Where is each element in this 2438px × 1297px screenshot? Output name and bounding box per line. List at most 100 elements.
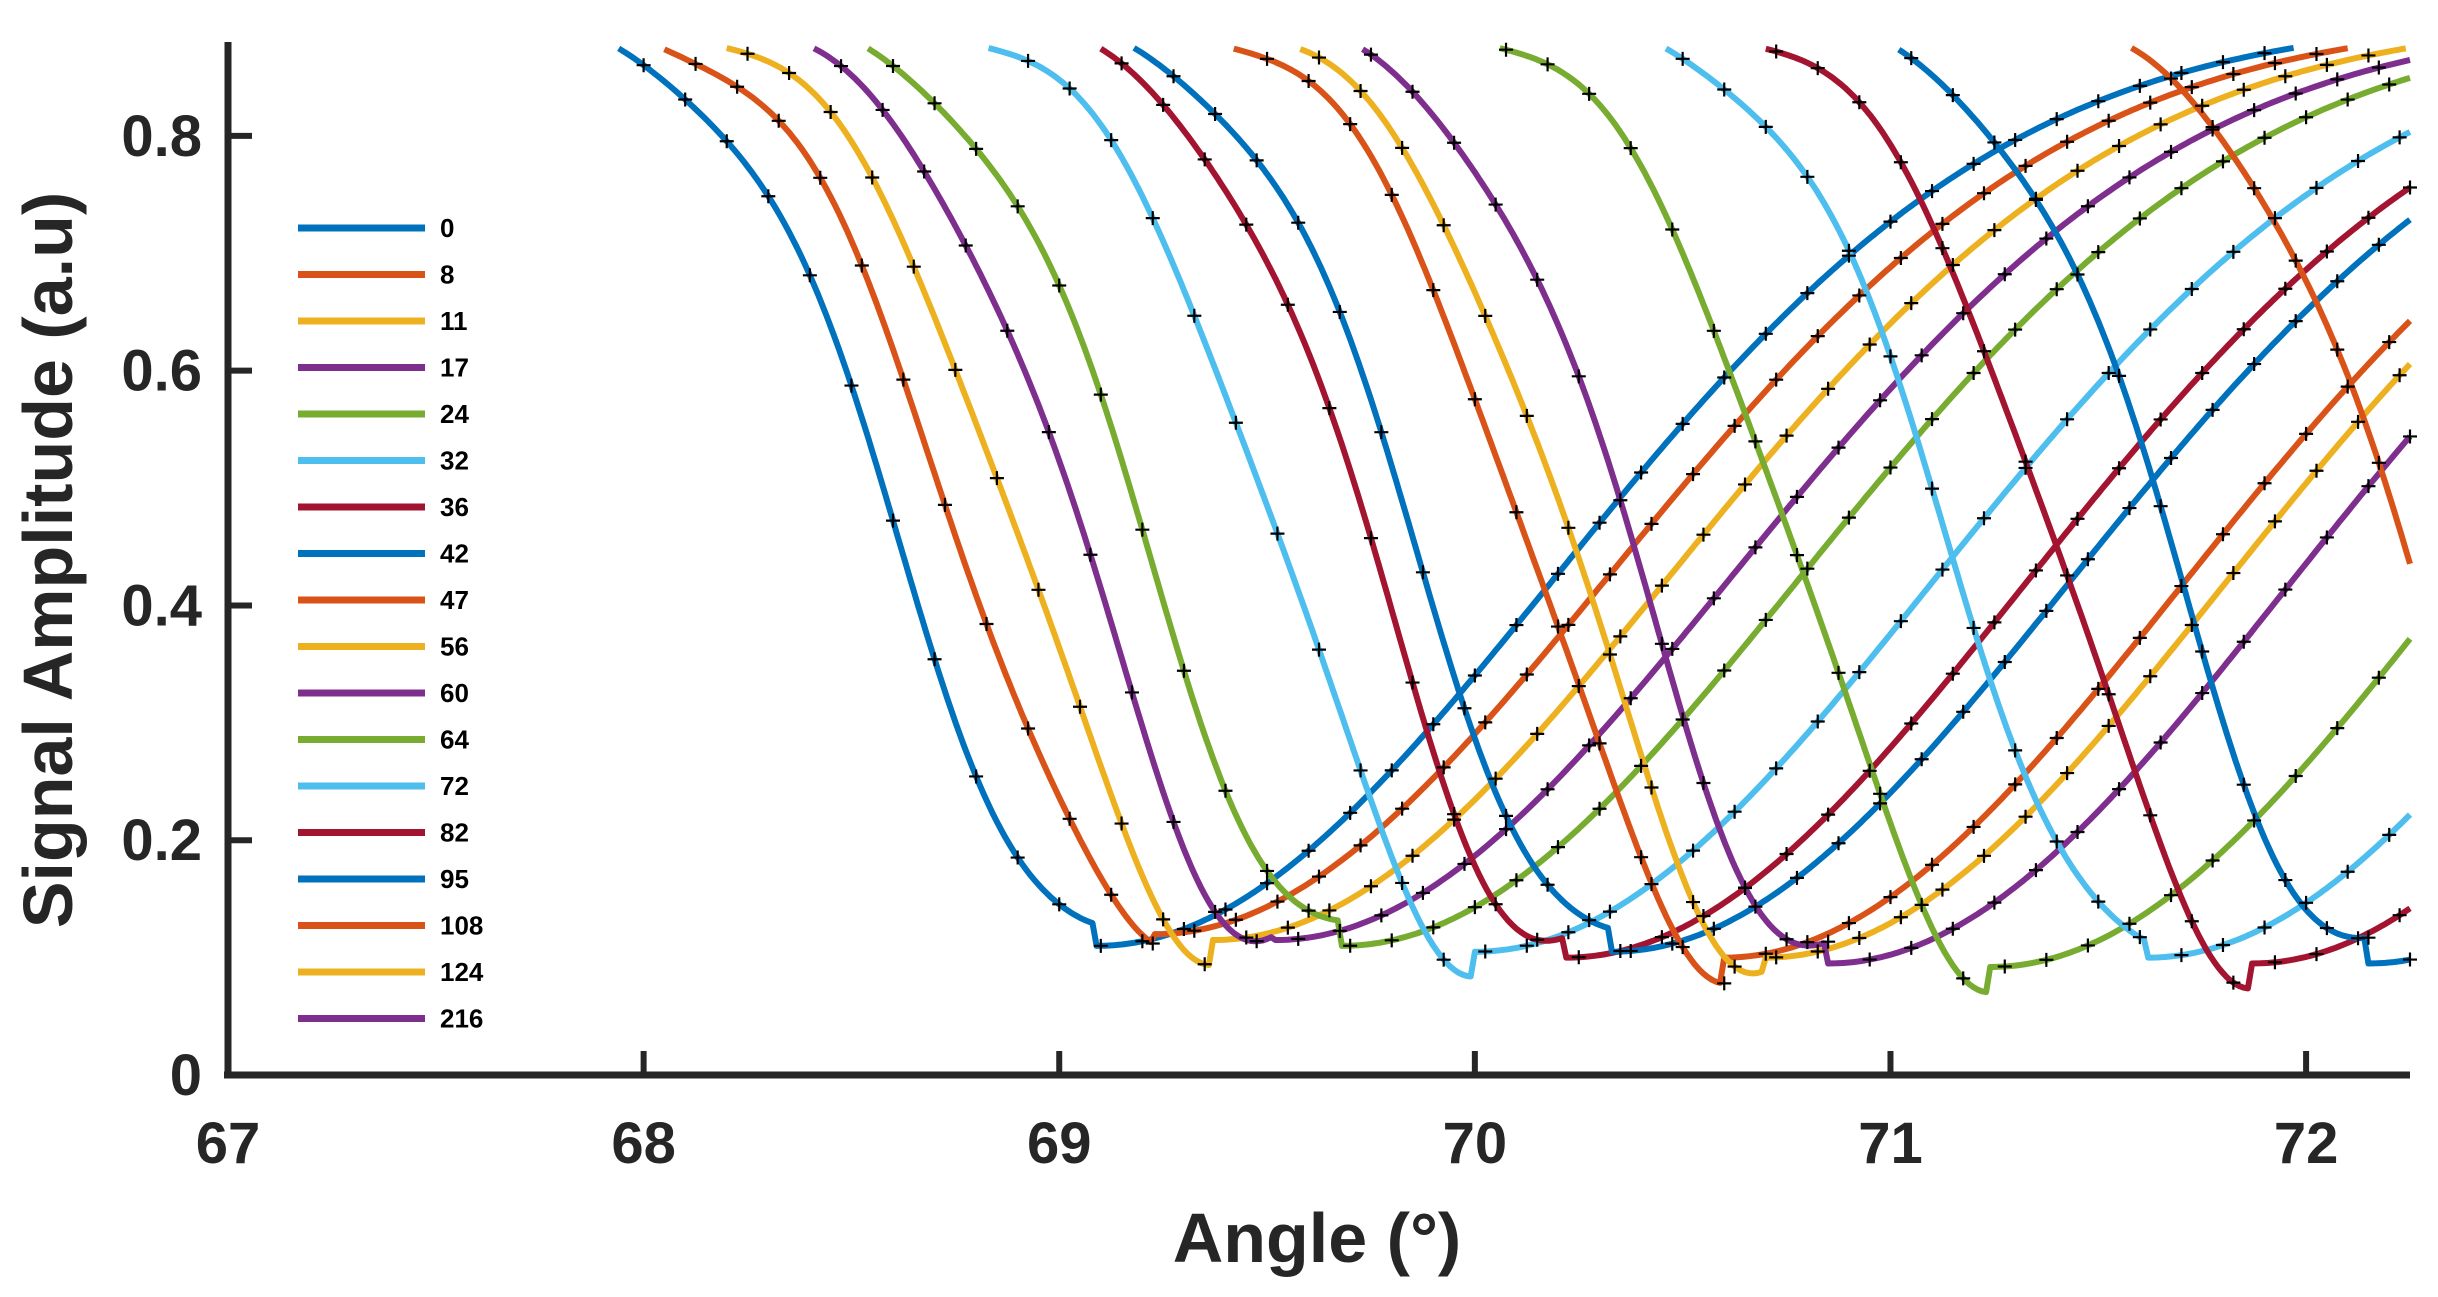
marker-11 xyxy=(1571,679,1586,694)
marker-60 xyxy=(1654,636,1669,651)
legend-label-8: 8 xyxy=(440,260,454,290)
marker-8 xyxy=(2267,56,2282,71)
marker-108 xyxy=(2164,71,2179,86)
marker-64 xyxy=(1873,786,1888,801)
marker-36 xyxy=(1322,401,1337,416)
marker-17 xyxy=(2122,170,2137,185)
marker-0 xyxy=(1675,416,1690,431)
marker-8 xyxy=(2018,158,2033,173)
marker-11 xyxy=(1488,771,1503,786)
marker-42 xyxy=(1457,701,1472,716)
marker-24 xyxy=(2132,211,2147,226)
legend-label-124: 124 xyxy=(440,957,484,987)
marker-72 xyxy=(2382,827,2397,842)
series-markers-64 xyxy=(1499,42,2386,986)
marker-60 xyxy=(2070,824,2085,839)
marker-32 xyxy=(1561,925,1576,940)
marker-8 xyxy=(1395,801,1410,816)
marker-11 xyxy=(823,105,838,120)
marker-82 xyxy=(2392,908,2407,923)
marker-24 xyxy=(2257,130,2272,145)
marker-36 xyxy=(1987,615,2002,630)
marker-82 xyxy=(2101,687,2116,702)
marker-11 xyxy=(1073,699,1088,714)
marker-56 xyxy=(2226,566,2241,581)
marker-32 xyxy=(1312,642,1326,657)
marker-0 xyxy=(678,92,693,107)
marker-17 xyxy=(2039,231,2054,246)
marker-11 xyxy=(2195,98,2210,113)
marker-11 xyxy=(1613,629,1628,644)
marker-42 xyxy=(2164,451,2179,466)
legend-label-60: 60 xyxy=(440,678,469,708)
series-line-47 xyxy=(1232,45,2413,986)
marker-36 xyxy=(2028,563,2043,578)
marker-32 xyxy=(2143,322,2158,337)
marker-56 xyxy=(2101,718,2116,733)
marker-47 xyxy=(1260,51,1275,66)
marker-11 xyxy=(2278,69,2293,84)
marker-0 xyxy=(927,652,942,667)
marker-82 xyxy=(1893,155,1908,170)
marker-82 xyxy=(1810,61,1825,76)
marker-60 xyxy=(2028,863,2043,878)
marker-64 xyxy=(1499,42,1514,57)
marker-47 xyxy=(1966,819,1981,834)
marker-64 xyxy=(2080,938,2095,953)
marker-42 xyxy=(1540,877,1555,892)
marker-17 xyxy=(1291,931,1306,946)
marker-32 xyxy=(1187,308,1202,323)
marker-11 xyxy=(1322,903,1337,918)
marker-64 xyxy=(1956,971,1971,986)
marker-0 xyxy=(1093,938,1108,953)
x-tick-label-72: 72 xyxy=(2274,1111,2339,1176)
marker-36 xyxy=(1530,932,1545,947)
marker-56 xyxy=(2184,617,2199,632)
marker-56 xyxy=(1519,408,1534,423)
marker-24 xyxy=(2299,110,2314,125)
marker-64 xyxy=(1623,141,1638,156)
series-markers-60 xyxy=(1363,47,2417,967)
marker-42 xyxy=(1831,836,1846,851)
marker-82 xyxy=(2143,808,2158,823)
marker-32 xyxy=(1810,714,1825,729)
series-line-42 xyxy=(1132,45,2412,955)
marker-0 xyxy=(2091,94,2106,109)
marker-8 xyxy=(1478,715,1493,730)
marker-36 xyxy=(2112,461,2127,476)
marker-11 xyxy=(2112,138,2127,153)
marker-56 xyxy=(1312,50,1326,65)
marker-82 xyxy=(1976,344,1991,359)
marker-24 xyxy=(2382,77,2397,92)
marker-42 xyxy=(2288,314,2303,329)
marker-95 xyxy=(2153,499,2168,514)
marker-47 xyxy=(2382,335,2397,350)
marker-0 xyxy=(1301,843,1316,858)
marker-32 xyxy=(1021,53,1036,68)
series-line-108 xyxy=(2129,45,2413,565)
marker-0 xyxy=(1052,897,1067,912)
marker-32 xyxy=(2267,211,2282,226)
marker-11 xyxy=(1405,848,1420,863)
series-markers-95 xyxy=(1904,51,2417,967)
marker-36 xyxy=(1821,807,1836,822)
marker-82 xyxy=(2309,947,2324,962)
marker-36 xyxy=(1654,930,1669,945)
marker-72 xyxy=(1841,243,1856,258)
marker-11 xyxy=(782,66,797,81)
marker-36 xyxy=(1239,217,1254,232)
marker-8 xyxy=(1686,467,1701,482)
marker-24 xyxy=(1260,863,1275,878)
marker-47 xyxy=(1301,73,1316,88)
marker-36 xyxy=(2319,244,2334,259)
marker-108 xyxy=(2371,455,2386,470)
marker-64 xyxy=(2288,769,2303,784)
marker-24 xyxy=(1883,460,1898,475)
marker-24 xyxy=(1467,900,1482,915)
marker-17 xyxy=(2247,103,2262,118)
marker-11 xyxy=(1156,912,1171,927)
legend-label-32: 32 xyxy=(440,446,469,476)
marker-0 xyxy=(885,513,900,528)
series-markers-17 xyxy=(834,59,2386,949)
marker-60 xyxy=(1696,775,1711,790)
